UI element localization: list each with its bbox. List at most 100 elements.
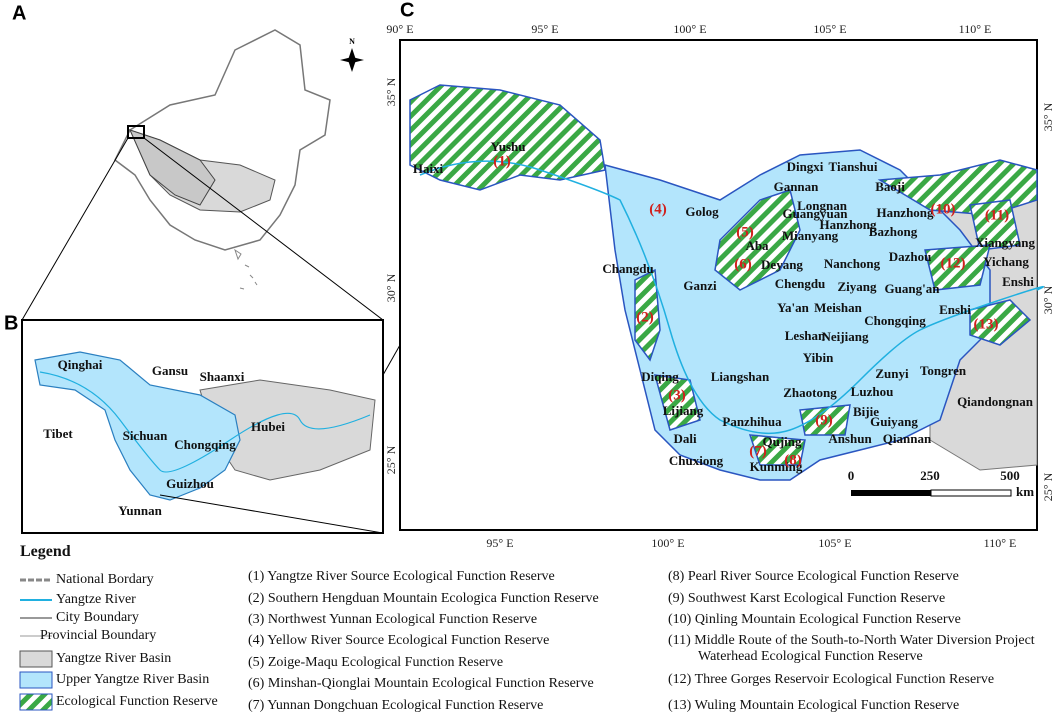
reserve-area — [969, 199, 1021, 251]
reserve-area — [653, 374, 701, 431]
legend-reserve: (7) Yunnan Dongchuan Ecological Function… — [248, 698, 544, 713]
reserve-marker: (7) — [749, 443, 767, 459]
reserve-marker: (11) — [985, 207, 1009, 223]
province-label: Yunnan — [118, 503, 162, 518]
place-label: Hanzhong — [876, 205, 934, 220]
legend-reserve: (5) Zoige-Maqu Ecological Function Reser… — [248, 655, 504, 670]
place-label: Ya'an — [777, 300, 810, 315]
legend-reserve: (3) Northwest Yunnan Ecological Function… — [248, 612, 538, 627]
legend-label: Yangtze River — [56, 592, 136, 607]
place-label: Nanchong — [824, 256, 881, 271]
place-label: Ziyang — [837, 279, 877, 294]
province-label: Qinghai — [58, 357, 103, 372]
scale-label: 500 — [1000, 468, 1020, 483]
place-label: Diqing — [641, 369, 679, 384]
place-label: Guangyuan — [782, 206, 848, 221]
place-label: Tongren — [920, 363, 967, 378]
lat-label: 25° N — [1041, 472, 1055, 501]
place-label: Lijiang — [663, 403, 704, 418]
reserve-marker: (8) — [784, 452, 802, 468]
legend-reserve: (2) Southern Hengduan Mountain Ecologica… — [248, 591, 599, 606]
place-label: Dali — [673, 431, 697, 446]
place-label: Qiannan — [883, 431, 932, 446]
place-label: Deyang — [761, 257, 803, 272]
china-outline — [114, 29, 331, 251]
reserve-area — [714, 189, 801, 291]
place-label: Tianshui — [829, 159, 878, 174]
place-label: Kunming — [750, 459, 803, 474]
place-label: Yichang — [983, 254, 1029, 269]
legend-title: Legend — [20, 543, 71, 560]
reserve-marker: (2) — [636, 309, 654, 325]
yangtze-river-c — [419, 160, 1044, 435]
reserve-area — [969, 299, 1032, 346]
inset-box-a — [127, 125, 145, 139]
reserve-marker: (1) — [493, 153, 511, 169]
lon-label: 95° E — [531, 22, 558, 36]
lat-label: 35° N — [1041, 102, 1055, 131]
place-label: Zunyi — [875, 366, 909, 381]
legend-reserve: (10) Qinling Mountain Ecological Functio… — [668, 612, 961, 627]
compass — [340, 48, 364, 72]
legend-symbol — [19, 671, 53, 689]
place-label: Meishan — [814, 300, 862, 315]
scale-bar — [851, 489, 1012, 497]
province-label: Guizhou — [166, 476, 214, 491]
legend-label: Yangtze River Basin — [56, 651, 172, 666]
province-label: Chongqing — [174, 437, 236, 452]
panel-label: A — [12, 2, 26, 24]
zoom-line — [143, 137, 384, 321]
reserve-area — [924, 244, 991, 291]
legend-reserve: (6) Minshan-Qionglai Mountain Ecological… — [248, 676, 594, 691]
lon-label: 110° E — [984, 536, 1017, 550]
place-label: Neijiang — [822, 329, 869, 344]
place-label: Changdu — [602, 261, 653, 276]
place-label: Qujing — [762, 434, 802, 449]
legend-reserve: (12) Three Gorges Reservoir Ecological F… — [668, 672, 995, 687]
reserve-area — [748, 434, 806, 466]
lat-label: 30° N — [1041, 285, 1055, 314]
place-label: Xiangyang — [975, 235, 1035, 250]
place-label: Golog — [685, 204, 719, 219]
lon-label: 95° E — [486, 536, 513, 550]
upper-basin-a — [129, 129, 216, 206]
reserve-marker: (9) — [815, 412, 833, 428]
place-label: Qiandongnan — [957, 394, 1034, 409]
legend-reserve: (1) Yangtze River Source Ecological Func… — [248, 569, 555, 584]
place-label: Aba — [745, 238, 769, 253]
islands — [234, 248, 258, 290]
zoom-line — [159, 494, 384, 534]
place-label: Zhaotong — [783, 385, 837, 400]
lat-label: 35° N — [384, 77, 398, 106]
legend-reserve: (4) Yellow River Source Ecological Funct… — [248, 633, 550, 648]
place-label: Baoji — [875, 179, 905, 194]
reserve-marker: (10) — [931, 201, 956, 217]
place-label: Bijie — [853, 404, 879, 419]
legend-label: Ecological Function Reserve — [56, 694, 218, 709]
legend-symbol — [19, 693, 53, 711]
yangtze-river-b — [39, 371, 371, 473]
legend-label: Provincial Boundary — [40, 628, 157, 643]
reserve-marker: (5) — [736, 224, 754, 240]
province-label: Shaanxi — [200, 369, 245, 384]
place-label: Bazhong — [869, 224, 918, 239]
place-label: Hanzhong — [819, 217, 877, 232]
place-label: Ganzi — [683, 278, 717, 293]
legend-label: Upper Yangtze River Basin — [56, 672, 210, 687]
lon-label: 100° E — [673, 22, 706, 36]
lon-label: 90° E — [386, 22, 413, 36]
zoom-line — [382, 344, 401, 376]
place-label: Haixi — [413, 161, 444, 176]
place-label: Guang'an — [885, 281, 941, 296]
reserve-area — [799, 404, 851, 436]
scale-label: 0 — [848, 468, 855, 483]
zoom-line — [21, 137, 129, 321]
lat-label: 25° N — [384, 445, 398, 474]
panel-label: B — [4, 312, 18, 334]
place-label: Chengdu — [775, 276, 826, 291]
legend-reserve: (8) Pearl River Source Ecological Functi… — [668, 569, 959, 584]
place-label: Gannan — [774, 179, 820, 194]
legend-label: National Bordary — [56, 572, 154, 587]
